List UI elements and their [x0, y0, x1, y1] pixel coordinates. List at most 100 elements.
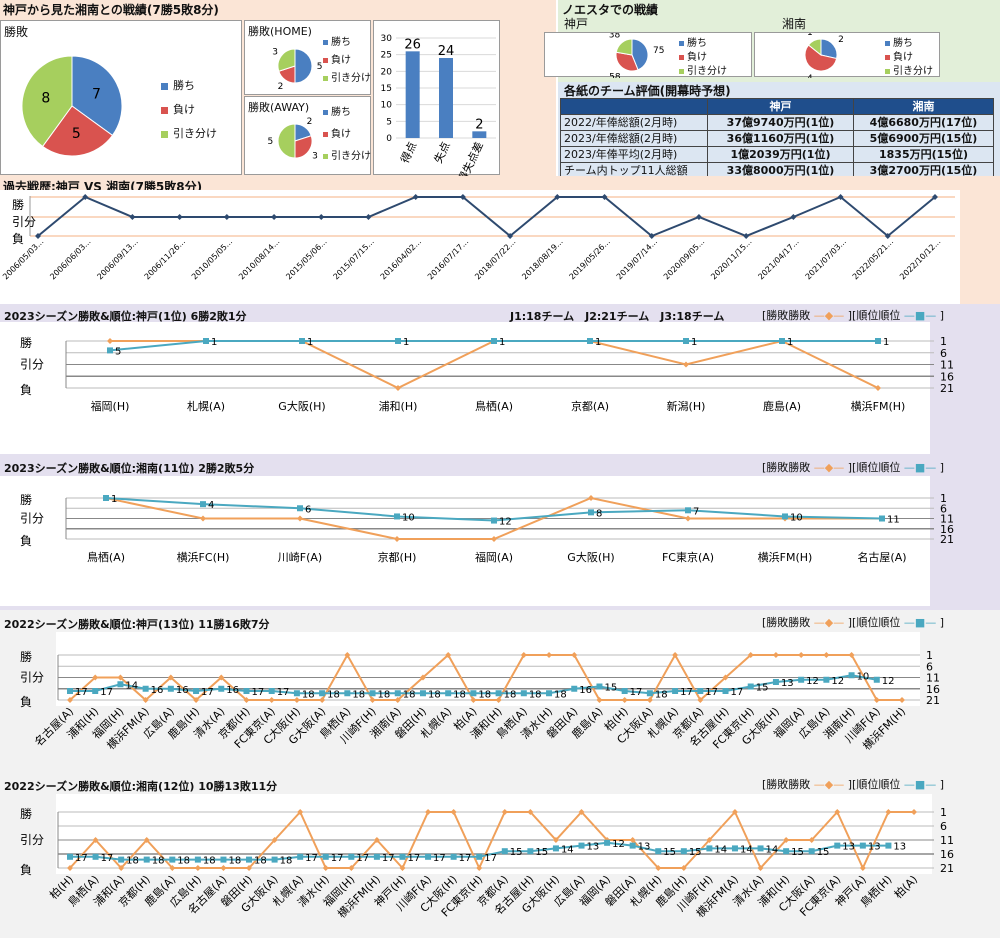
league-note: J1:18チーム J2:21チーム J3:18チーム: [510, 310, 725, 323]
rank-value-label: 15: [756, 683, 769, 694]
result-point: [243, 697, 250, 703]
rank-tick-label: 6: [940, 347, 947, 360]
rank-value-label: 16: [151, 685, 164, 696]
result-point: [67, 697, 73, 703]
rank-value-label: 18: [554, 689, 567, 700]
x-label: G大阪(H): [278, 399, 325, 413]
result-point: [743, 233, 750, 239]
result-point: [823, 652, 830, 658]
rank-value-label: 14: [740, 844, 753, 855]
rank-value-label: 12: [612, 839, 625, 850]
pie-value-label: 4: [807, 74, 813, 78]
result-point: [495, 697, 502, 703]
result-point: [859, 865, 866, 871]
rank-value-label: 18: [302, 689, 315, 700]
season-title: 2022シーズン勝敗&順位:湘南(12位) 10勝13敗11分: [4, 780, 278, 793]
rank-value-label: 15: [663, 847, 676, 858]
result-point: [445, 652, 452, 658]
shonan-noesta-legend-loss: 負け: [885, 48, 913, 63]
x-label: 札幌(A): [187, 399, 225, 413]
rank-value-label: 18: [378, 689, 391, 700]
result-point: [546, 652, 553, 658]
goals-bar-chart: 0 5 10 15 20 25 30 26 得点 24 失点 2 得失点差: [381, 34, 496, 176]
rank-value-label: 12: [831, 676, 844, 687]
bar-value-label: 26: [404, 37, 421, 52]
rank-point: [885, 842, 892, 849]
rank-point: [394, 513, 400, 520]
y-label: 負: [20, 863, 32, 877]
result-point: [271, 837, 278, 843]
rank-point: [873, 676, 880, 683]
pie-slice: [631, 38, 649, 71]
x-label: G大阪(H): [567, 550, 614, 564]
rank-point: [571, 685, 578, 692]
result-point: [318, 214, 325, 220]
noesta-title: ノエスタでの戦績: [562, 3, 659, 17]
x-label: 鳥栖(A): [475, 399, 513, 413]
rank-point: [859, 842, 866, 849]
result-point: [875, 385, 881, 391]
rank-value-label: 18: [504, 689, 517, 700]
evaluation-header-blank: [560, 98, 708, 115]
result-point: [596, 697, 603, 703]
rank-point: [731, 845, 738, 852]
rank-point: [322, 853, 329, 860]
tick-label: 20: [381, 67, 393, 77]
rank-value-label: 17: [407, 853, 420, 864]
shonan-value: 4億6680万円(17位): [853, 114, 994, 131]
result-point: [223, 214, 230, 220]
rank-value-label: 1: [595, 337, 601, 348]
result-point: [450, 809, 457, 815]
x-label: 鹿島(A): [763, 399, 801, 413]
legend-loss: 負け: [161, 101, 195, 117]
rank-point: [319, 690, 326, 697]
result-point: [394, 536, 400, 542]
rank-point: [243, 688, 250, 694]
season-legend: [勝敗勝敗 —◆— ][順位順位 —■— ]: [762, 461, 945, 474]
pie-value-label: 5: [267, 137, 273, 147]
rank-value-label: 1: [883, 337, 889, 348]
x-label: 鳥栖(A): [87, 550, 125, 564]
rank-point: [218, 685, 225, 692]
pie-value-label: 3: [312, 152, 318, 162]
table-row: 2023/年俸総額(2月時) 36億1160万円(1位) 5億6900万円(15…: [560, 130, 994, 147]
rank-point: [772, 679, 779, 685]
season-title: 2022シーズン勝敗&順位:神戸(13位) 11勝16敗7分: [4, 618, 270, 631]
rank-tick-label: 6: [940, 820, 947, 833]
rank-point: [629, 842, 636, 849]
noesta-shonan-label: 湘南: [782, 17, 807, 31]
rank-value-label: 17: [100, 687, 113, 698]
tick-label: 30: [381, 34, 393, 44]
season-title: 2023シーズン勝敗&順位:神戸(1位) 6勝2敗1分: [4, 310, 247, 323]
rank-point: [646, 690, 653, 697]
result-point: [297, 515, 303, 522]
rank-value-label: 13: [638, 842, 651, 853]
x-label: 京都(A): [571, 399, 609, 413]
shonan-noesta-legend-draw: 引き分け: [885, 62, 933, 77]
evaluation-panel: 各紙のチーム評価(開幕時予想) 神戸 湘南 2022/年俸総額(2月時) 37億…: [558, 82, 1000, 179]
evaluation-table: 神戸 湘南 2022/年俸総額(2月時) 37億9740万円(1位) 4億668…: [560, 98, 994, 179]
result-point: [194, 865, 201, 871]
pie-slice: [615, 38, 633, 56]
shonan-noesta-pie: 2 4 1: [804, 33, 844, 78]
result-point: [35, 233, 41, 239]
rank-value-label: 10: [402, 512, 415, 523]
result-point: [834, 809, 841, 815]
kobe-value: 33億8000万円(1位): [707, 162, 854, 179]
rank-value-label: 13: [781, 678, 794, 689]
season-title: 2023シーズン勝敗&順位:湘南(11位) 2勝2敗5分: [4, 462, 255, 475]
table-row: 2022/年俸総額(2月時) 37億9740万円(1位) 4億6680万円(17…: [560, 114, 994, 131]
rank-point: [491, 517, 497, 524]
rank-value-label: 13: [868, 842, 881, 853]
rank-point: [722, 688, 729, 694]
category-label: 得失点差: [455, 139, 486, 176]
result-point: [470, 697, 477, 703]
rank-value-label: 1: [211, 337, 217, 348]
rank-value-label: 17: [382, 853, 395, 864]
rank-point: [706, 845, 713, 852]
rank-point: [879, 515, 885, 522]
rank-value-label: 18: [403, 689, 416, 700]
